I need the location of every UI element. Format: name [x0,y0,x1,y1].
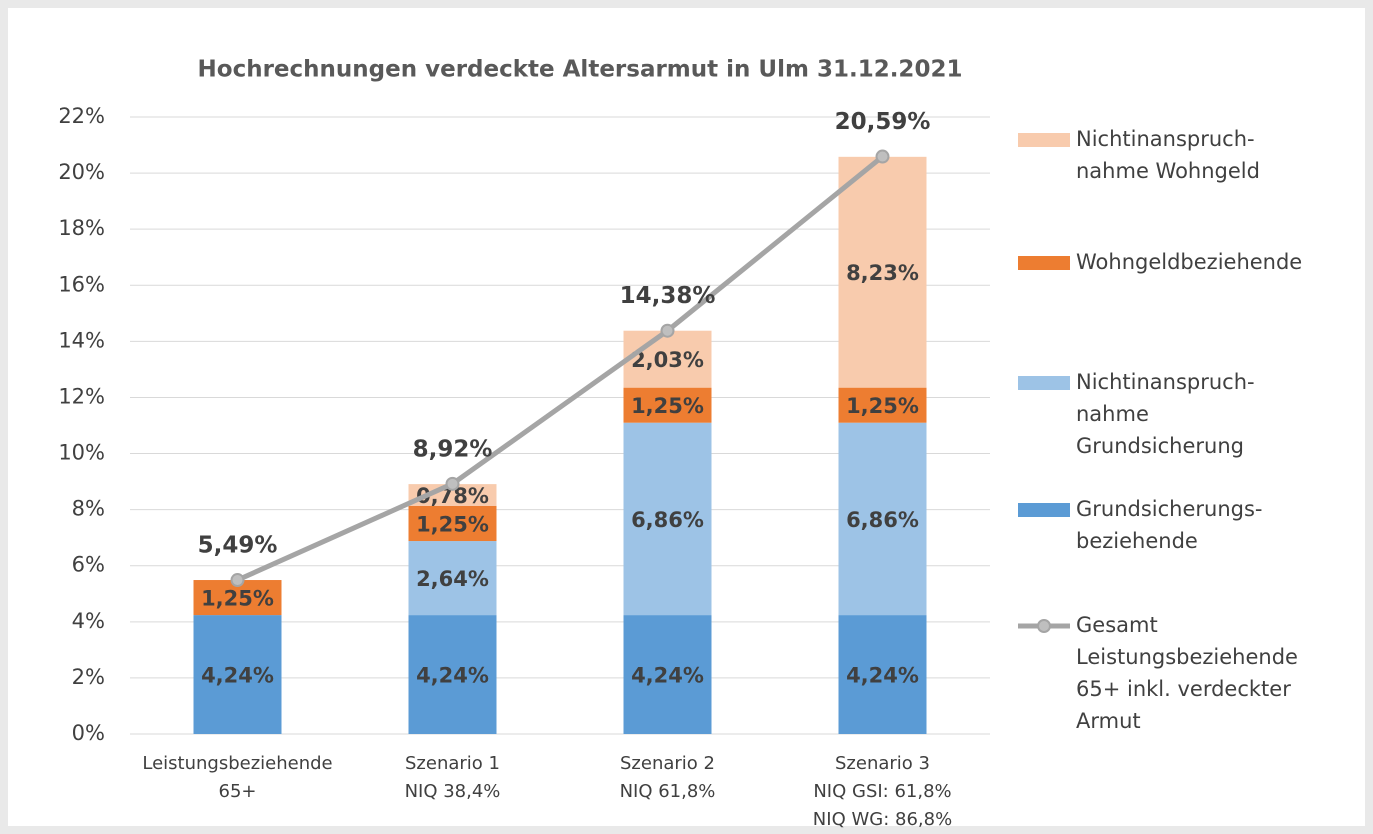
total-marker [445,476,460,491]
total-label: 20,59% [835,109,931,135]
legend-label: Gesamt [1076,613,1158,637]
total-marker [875,149,890,164]
data-label: 1,25% [201,587,274,611]
y-tick-label: 2% [72,665,105,689]
data-label: 1,25% [631,394,704,418]
bar-segment [838,387,927,423]
legend-label: Grundsicherung [1076,434,1244,458]
y-tick-label: 4% [72,609,105,633]
y-tick-label: 8% [72,497,105,521]
data-label: 4,24% [201,664,274,688]
y-tick-label: 0% [72,721,105,745]
x-tick-label: NIQ 38,4% [405,781,501,802]
y-tick-label: 20% [58,160,105,184]
x-tick-label: NIQ WG: 86,8% [813,809,952,830]
data-label: 6,86% [846,508,919,532]
x-tick-label: 65+ [219,781,257,802]
y-tick-label: 18% [58,216,105,240]
data-label: 1,25% [846,394,919,418]
legend-swatch [1018,376,1070,390]
total-label: 8,92% [413,436,493,462]
legend-swatch [1018,133,1070,147]
total-label: 5,49% [198,533,278,559]
legend-label: beziehende [1076,529,1198,553]
bar-segment [838,615,927,734]
bar-segment [408,484,497,506]
x-tick-label: Szenario 3 [835,753,930,774]
x-tick-label: NIQ GSI: 61,8% [813,781,951,802]
bar-segment [623,422,712,616]
legend-label: Leistungsbeziehende [1076,645,1298,669]
data-label: 4,24% [631,664,704,688]
data-label: 4,24% [846,664,919,688]
legend-label: nahme Wohngeld [1076,159,1260,183]
total-marker [660,323,675,338]
legend-swatch [1018,256,1070,270]
y-tick-label: 16% [58,272,105,296]
chart-title: Hochrechnungen verdeckte Altersarmut in … [198,57,963,83]
legend-label: Nichtinanspruch- [1076,370,1255,394]
total-label: 14,38% [620,283,716,309]
total-marker [230,573,245,588]
data-label: 8,23% [846,261,919,285]
bar-segment [193,615,282,734]
legend-label: Wohngeldbeziehende [1076,250,1302,274]
legend-label: Armut [1076,709,1141,733]
bar-segment [838,422,927,616]
x-tick-label: NIQ 61,8% [620,781,716,802]
data-label: 2,64% [416,567,489,591]
total-line [236,154,885,583]
y-tick-label: 10% [58,441,105,465]
y-tick-label: 6% [72,553,105,577]
x-tick-label: Szenario 1 [405,753,500,774]
legend-swatch [1018,503,1070,517]
bar-segment [623,330,712,388]
bar-segment [838,156,927,388]
y-tick-label: 14% [58,328,105,352]
legend-marker [1037,619,1051,633]
bar-segment [408,615,497,734]
bar-segment [623,615,712,734]
y-tick-label: 12% [58,384,105,408]
legend-label: 65+ inkl. verdeckter [1076,677,1291,701]
data-label: 4,24% [416,664,489,688]
bar-segment [623,387,712,423]
bar-segment [408,505,497,542]
data-label: 1,25% [416,513,489,537]
x-tick-label: Leistungsbeziehende [142,753,332,774]
data-label: 6,86% [631,508,704,532]
legend-label: Grundsicherungs- [1076,497,1263,521]
x-tick-label: Szenario 2 [620,753,715,774]
bar-segment [408,541,497,616]
legend-label: nahme [1076,402,1149,426]
legend-label: Nichtinanspruch- [1076,127,1255,151]
data-label: 2,03% [631,348,704,372]
y-tick-label: 22% [58,104,105,128]
